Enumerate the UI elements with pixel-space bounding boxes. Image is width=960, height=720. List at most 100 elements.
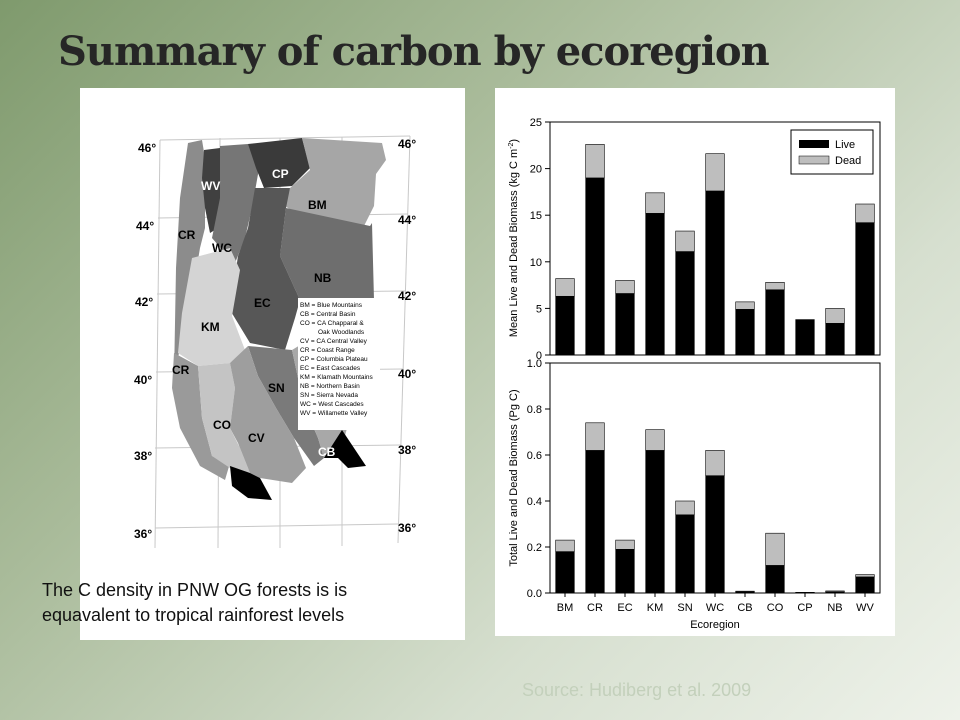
bar-wc-dead: [705, 153, 725, 192]
top-chart-yticks: 0 5 10 15 20 25: [530, 117, 550, 362]
bar-cp-dead: [795, 592, 815, 594]
bar-wv-live: [855, 222, 875, 356]
region-cp: [248, 138, 310, 188]
category-label-cr: CR: [587, 602, 603, 614]
legend-line-ec: EC = East Cascades: [300, 365, 361, 372]
bar-wc-live: [705, 475, 725, 594]
category-label-km: KM: [647, 602, 664, 614]
region-label-co: CO: [213, 418, 231, 432]
slide-title: Summary of carbon by ecoregion: [58, 28, 770, 75]
region-label-ec: EC: [254, 296, 271, 310]
region-co: [198, 363, 250, 473]
ytick-label: 0.6: [527, 450, 542, 462]
region-label-cr-south: CR: [172, 363, 190, 377]
top-chart-ylabel: Mean Live and Dead Biomass (kg C m-2): [508, 139, 520, 337]
bar-ec-live: [615, 293, 635, 356]
legend-line-cb: CB = Central Basin: [300, 311, 356, 318]
legend-line-co-cont: Oak Woodlands: [318, 329, 365, 336]
bar-nb-dead: [825, 590, 845, 593]
bar-wc-live: [705, 190, 725, 356]
bar-km-dead: [645, 192, 665, 214]
bar-ec-dead: [615, 539, 635, 550]
bar-km-dead: [645, 429, 665, 451]
bar-co-dead: [765, 532, 785, 566]
region-wv: [202, 148, 222, 233]
bar-sn-dead: [675, 500, 695, 516]
lat-label-left-1: 46°: [138, 141, 156, 155]
bar-wv-dead: [855, 574, 875, 578]
caption-line-2: equavalent to tropical rainforest levels: [42, 605, 345, 625]
top-chart-legend: Live Dead: [790, 129, 874, 175]
map-legend-box: [298, 298, 380, 430]
ytick-label: 20: [530, 164, 542, 176]
ytick-label: 0.4: [527, 496, 542, 508]
legend-line-wc: WC = West Cascades: [300, 401, 364, 408]
region-cv: [230, 346, 306, 483]
ytick-label: 0: [536, 350, 542, 362]
bar-sn-live: [675, 514, 695, 594]
legend-line-cv: CV = CA Central Valley: [300, 338, 368, 345]
legend-live-swatch: [799, 140, 829, 148]
bar-nb-dead: [825, 308, 845, 324]
lat-label-left-4: 40°: [134, 373, 152, 387]
region-nb: [280, 208, 374, 300]
bar-cb-dead: [735, 590, 755, 593]
bar-cr-live: [585, 177, 605, 356]
ytick-label: 15: [530, 210, 542, 222]
legend-line-wv: WV = Willamette Valley: [300, 410, 368, 417]
ecoregion-map-panel: 46° 44° 42° 40° 38° 36° 46° 44° 42° 40° …: [80, 88, 465, 640]
legend-line-km: KM = Klamath Mountains: [300, 374, 374, 381]
source-citation: Source: Hudiberg et al. 2009: [522, 680, 752, 700]
legend-live-label: Live: [835, 139, 855, 151]
legend-line-bm: BM = Blue Mountains: [300, 302, 363, 309]
bar-cr-dead: [585, 422, 605, 451]
bar-wv-live: [855, 576, 875, 594]
ytick-label: 0.8: [527, 404, 542, 416]
region-label-cp: CP: [272, 167, 289, 181]
category-label-co: CO: [767, 602, 784, 614]
ecoregion-map: 46° 44° 42° 40° 38° 36° 46° 44° 42° 40° …: [134, 135, 416, 549]
region-cb-black: [324, 430, 366, 468]
category-label-ec: EC: [617, 602, 632, 614]
ytick-label: 25: [530, 117, 542, 129]
lat-label-right-3: 42°: [398, 289, 416, 303]
bottom-chart-yticks: 0.0 0.2 0.4 0.6 0.8 1.0: [527, 358, 550, 600]
region-label-bm: BM: [308, 198, 327, 212]
bar-cb-dead: [735, 301, 755, 310]
category-label-bm: BM: [557, 602, 574, 614]
lat-label-left-3: 42°: [135, 295, 153, 309]
region-label-km: KM: [201, 320, 220, 334]
bar-bm-live: [555, 551, 575, 594]
legend-line-cr: CR = Coast Range: [300, 347, 355, 354]
legend-line-cp: CP = Columbia Plateau: [300, 356, 368, 363]
bar-ec-live: [615, 548, 635, 594]
bar-bm-dead: [555, 539, 575, 552]
top-chart-bars: [555, 144, 875, 356]
bar-co-live: [765, 565, 785, 594]
bar-cp-live: [795, 319, 815, 356]
bar-wv-dead: [855, 203, 875, 223]
lat-label-right-5: 38°: [398, 443, 416, 457]
legend-line-nb: NB = Northern Basin: [300, 383, 360, 390]
legend-line-co: CO = CA Chapparal &: [300, 320, 364, 327]
legend-dead-label: Dead: [835, 155, 861, 167]
region-km: [178, 248, 245, 366]
region-label-wv: WV: [201, 179, 220, 193]
bar-co-dead: [765, 282, 785, 291]
region-bm: [285, 138, 386, 226]
caption-line-1: The C density in PNW OG forests is is: [42, 580, 348, 600]
bottom-chart-bars: [555, 422, 875, 594]
bar-cb-live: [735, 309, 755, 356]
bar-bm-dead: [555, 278, 575, 297]
lat-label-right-2: 44°: [398, 213, 416, 227]
bar-km-live: [645, 213, 665, 356]
bottom-chart-ylabel: Total Live and Dead Biomass (Pg C): [508, 389, 520, 566]
region-label-cv: CV: [248, 431, 265, 445]
region-label-sn: SN: [268, 381, 285, 395]
biomass-chart-panel: 0 5 10 15 20 25 Mean Live and Dead Biomass (k…: [495, 88, 895, 636]
bottom-chart-categories: BM CR EC KM SN WC CB CO CP NB WV: [557, 593, 875, 614]
legend-dead-swatch: [798, 155, 830, 165]
lat-label-right-4: 40°: [398, 367, 416, 381]
region-cr-south: [172, 353, 230, 480]
caption: The C density in PNW OG forests is is eq…: [42, 578, 462, 628]
